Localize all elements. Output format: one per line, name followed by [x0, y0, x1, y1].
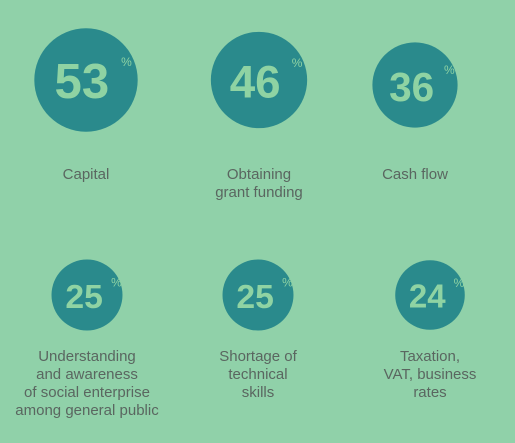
- value-label: 24: [409, 279, 446, 316]
- unit-label: %: [454, 276, 465, 290]
- bubble: [34, 28, 138, 132]
- bubble: [372, 42, 458, 128]
- value-label: 25: [236, 278, 274, 316]
- category-label: Cash flow: [382, 166, 448, 183]
- value-label: 53: [55, 55, 110, 109]
- unit-label: %: [121, 55, 132, 69]
- category-label: Obtaining grant funding: [215, 166, 303, 201]
- category-label: Shortage of technical skills: [219, 348, 297, 401]
- unit-label: %: [292, 56, 303, 70]
- bubble: [395, 260, 465, 330]
- value-label: 25: [65, 278, 103, 316]
- unit-label: %: [111, 276, 122, 290]
- unit-label: %: [444, 63, 455, 77]
- bubble: [210, 31, 308, 129]
- category-label: Capital: [62, 166, 110, 183]
- category-label: Understanding and awareness of social en…: [15, 348, 159, 419]
- value-label: 36: [389, 64, 434, 110]
- bubble: [222, 259, 294, 331]
- value-label: 46: [230, 57, 281, 108]
- category-label: Taxation, VAT, business rates: [383, 348, 477, 401]
- bubble: [51, 259, 123, 331]
- unit-label: %: [282, 276, 293, 290]
